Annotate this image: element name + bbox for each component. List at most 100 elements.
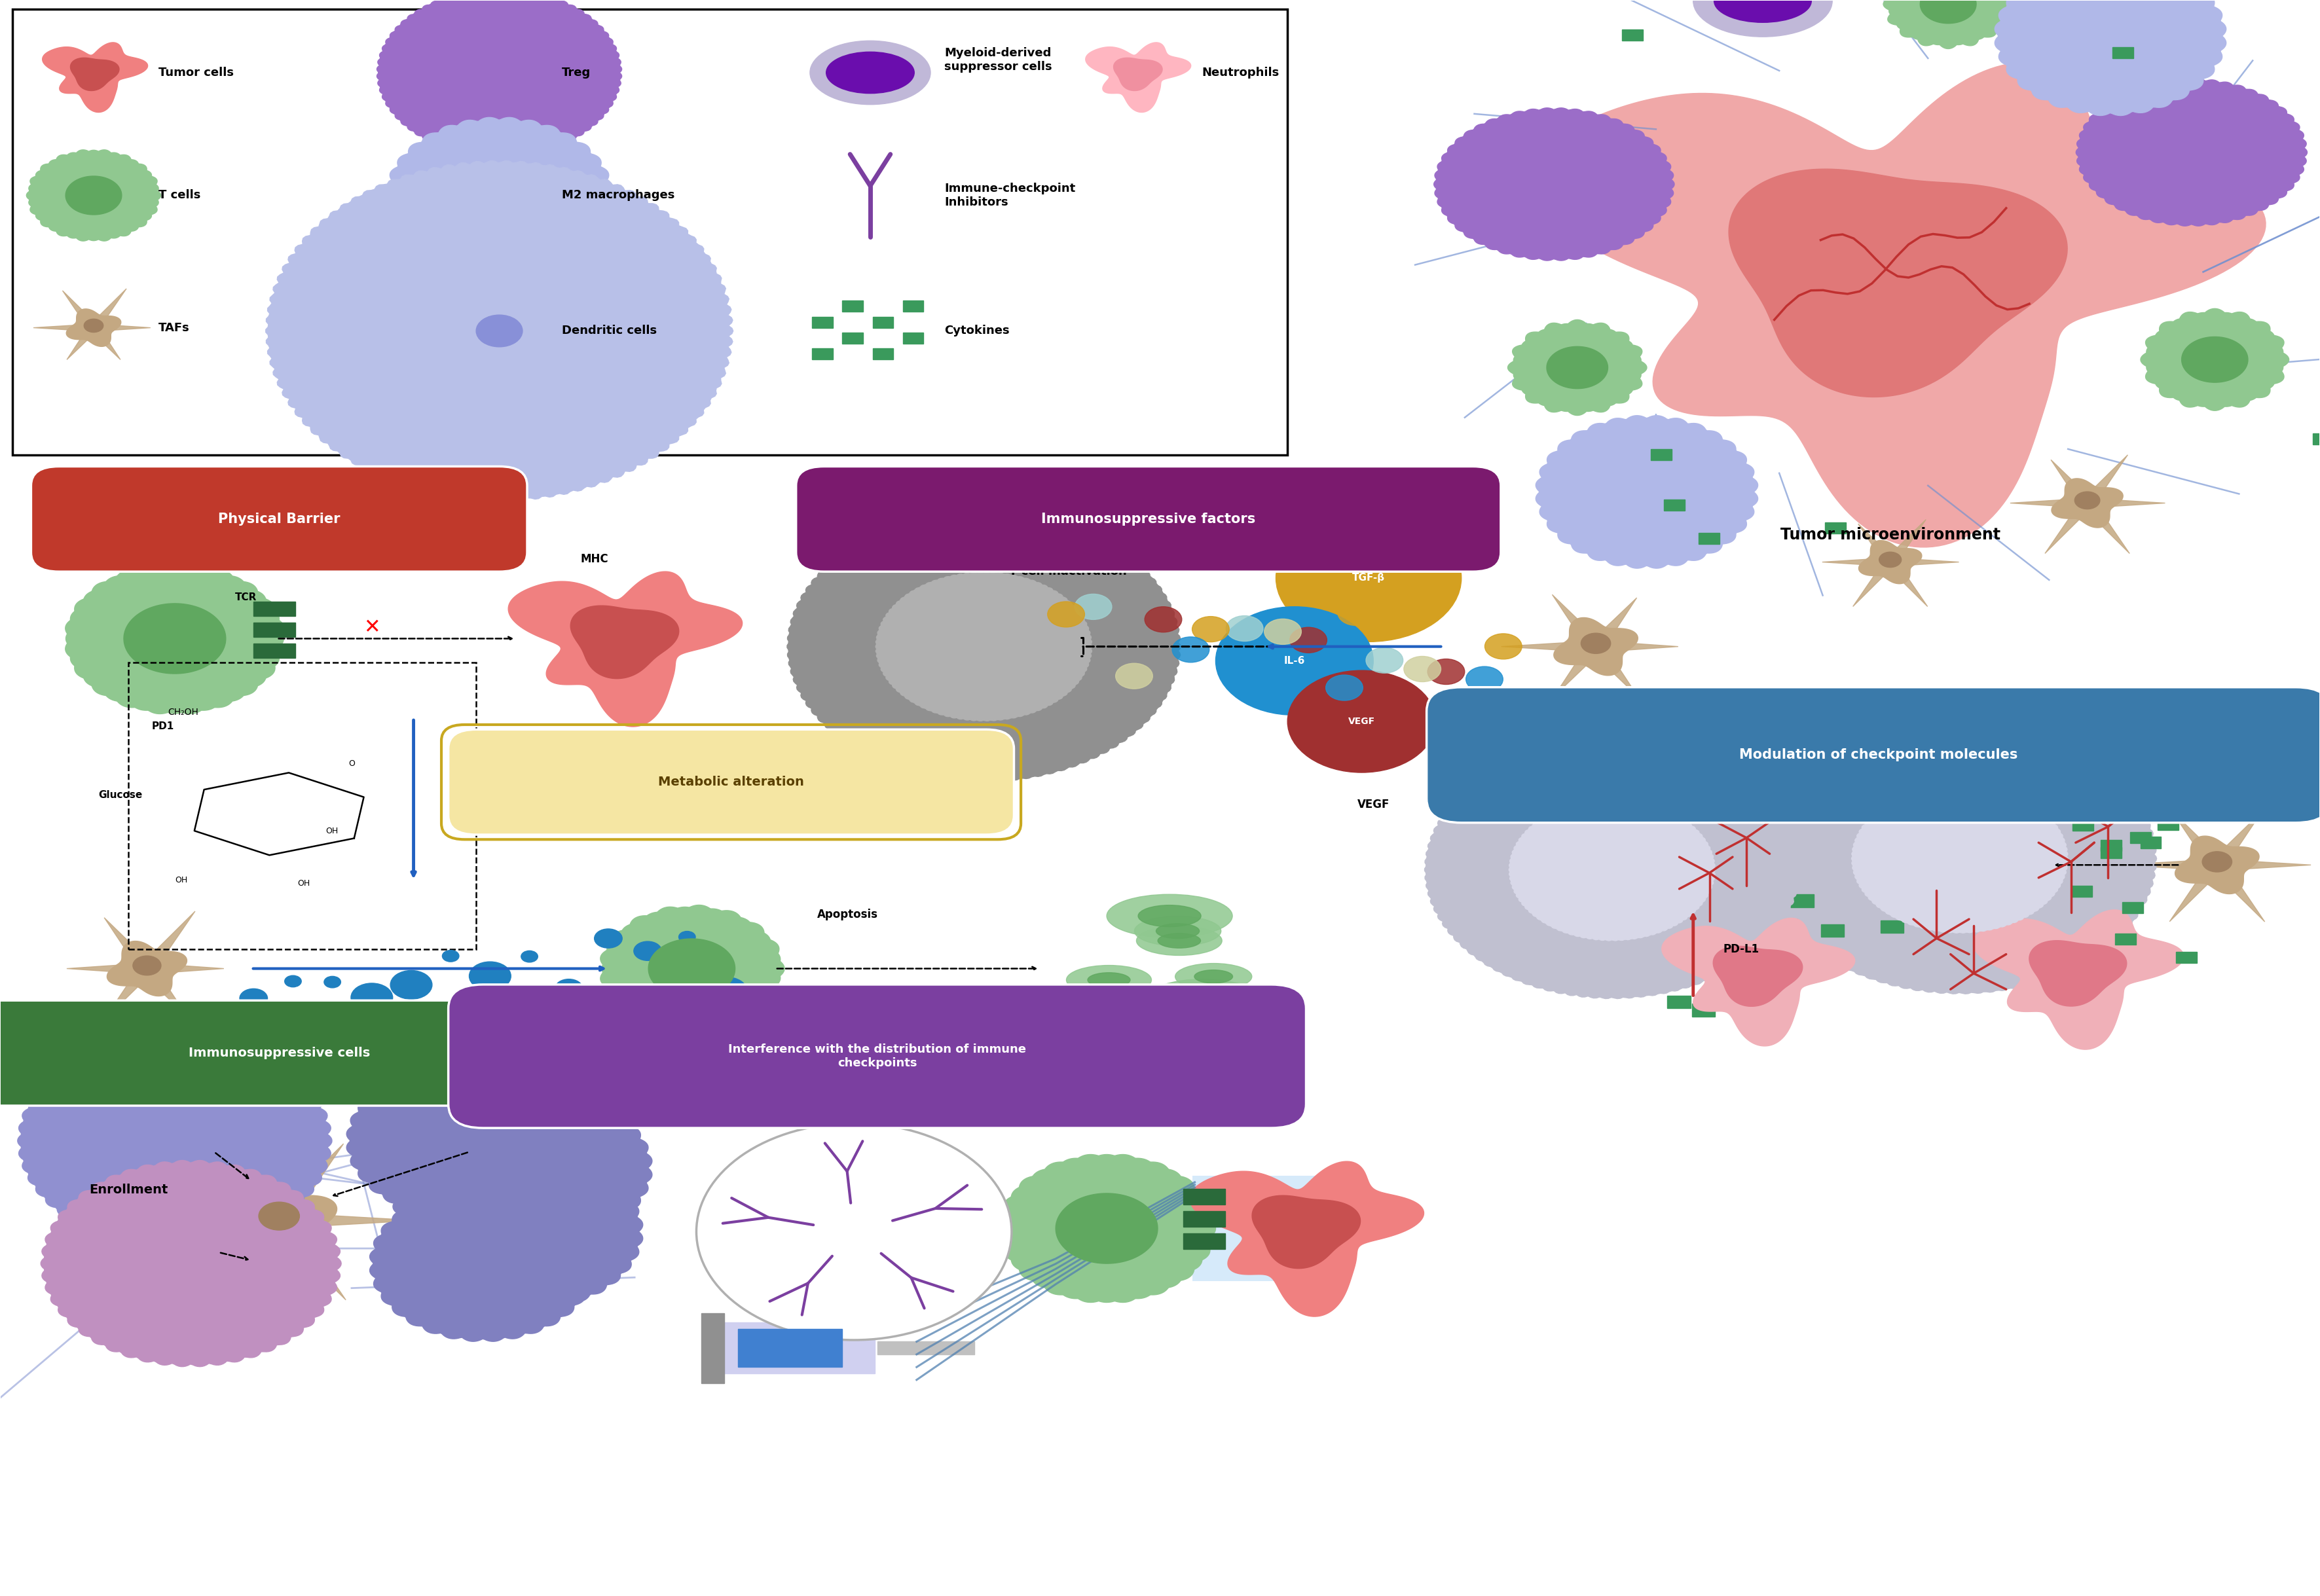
Bar: [1821, 924, 1844, 937]
Circle shape: [1485, 634, 1522, 659]
Bar: [2072, 886, 2093, 897]
Polygon shape: [1434, 109, 1675, 260]
Bar: [1663, 500, 1684, 511]
Text: Neutrophils: Neutrophils: [1202, 67, 1278, 78]
Polygon shape: [67, 310, 121, 346]
Bar: [1708, 913, 1731, 926]
Ellipse shape: [1107, 894, 1232, 937]
Circle shape: [1144, 606, 1181, 632]
Text: Myeloid-derived
suppressor cells: Myeloid-derived suppressor cells: [944, 48, 1053, 72]
Polygon shape: [508, 571, 742, 726]
Polygon shape: [1508, 800, 1714, 940]
Polygon shape: [2141, 308, 2290, 410]
Polygon shape: [88, 326, 121, 359]
Polygon shape: [1534, 62, 2267, 547]
Circle shape: [469, 962, 510, 991]
Polygon shape: [1554, 643, 1603, 696]
Circle shape: [1172, 637, 1209, 662]
Bar: [902, 300, 923, 311]
Polygon shape: [1596, 642, 1677, 653]
FancyBboxPatch shape: [448, 729, 1014, 835]
Circle shape: [696, 1124, 1012, 1341]
Polygon shape: [385, 118, 612, 273]
Polygon shape: [346, 1063, 573, 1219]
Polygon shape: [1851, 784, 2067, 934]
Text: VEGF: VEGF: [1348, 717, 1376, 726]
Text: PD-L1: PD-L1: [603, 729, 636, 739]
Circle shape: [260, 1202, 299, 1231]
Circle shape: [1225, 616, 1262, 642]
Bar: [1640, 935, 1663, 948]
Polygon shape: [1884, 560, 1928, 606]
Ellipse shape: [476, 314, 522, 346]
Ellipse shape: [1139, 905, 1202, 927]
Polygon shape: [1501, 642, 1596, 653]
Polygon shape: [786, 511, 1181, 782]
Polygon shape: [26, 150, 160, 241]
Polygon shape: [269, 1216, 346, 1301]
Text: Tumor microenvironment: Tumor microenvironment: [1779, 527, 2000, 543]
Ellipse shape: [1060, 1002, 1095, 1013]
Circle shape: [554, 978, 582, 998]
Polygon shape: [104, 966, 153, 1020]
Circle shape: [1116, 664, 1153, 689]
Text: PD1: PD1: [151, 721, 174, 731]
Polygon shape: [1086, 43, 1190, 112]
Circle shape: [680, 930, 696, 943]
Circle shape: [443, 950, 459, 962]
Polygon shape: [2081, 501, 2130, 554]
Bar: [1668, 996, 1691, 1009]
Polygon shape: [2051, 479, 2123, 528]
Ellipse shape: [1134, 916, 1220, 946]
Polygon shape: [1821, 557, 1891, 567]
Polygon shape: [1712, 946, 1803, 1007]
Polygon shape: [415, 1154, 643, 1310]
Polygon shape: [32, 324, 93, 332]
Text: T cell inactivation: T cell inactivation: [1009, 565, 1128, 578]
Text: O: O: [348, 760, 355, 768]
Ellipse shape: [1694, 0, 1833, 37]
Polygon shape: [1972, 910, 2183, 1050]
Text: Immunosuppressive cells: Immunosuppressive cells: [188, 1047, 369, 1060]
FancyBboxPatch shape: [12, 10, 1288, 455]
Polygon shape: [42, 43, 148, 112]
Polygon shape: [2076, 78, 2308, 227]
Bar: [2111, 790, 2132, 801]
Bar: [253, 622, 295, 637]
Polygon shape: [647, 938, 735, 999]
Circle shape: [1290, 627, 1327, 653]
Polygon shape: [425, 1090, 652, 1246]
Polygon shape: [1995, 0, 2227, 115]
Polygon shape: [875, 571, 1093, 721]
Polygon shape: [42, 1160, 341, 1366]
Bar: [701, 1314, 724, 1384]
Bar: [1703, 873, 1726, 886]
Circle shape: [1339, 600, 1376, 626]
Ellipse shape: [1155, 924, 1199, 938]
Ellipse shape: [1158, 934, 1199, 948]
Ellipse shape: [1088, 972, 1130, 988]
Polygon shape: [107, 942, 188, 996]
FancyBboxPatch shape: [1427, 688, 2320, 822]
Polygon shape: [123, 603, 225, 674]
Bar: [1629, 940, 1652, 953]
Bar: [2100, 847, 2120, 859]
Polygon shape: [278, 1213, 418, 1229]
Polygon shape: [88, 289, 125, 330]
Circle shape: [239, 990, 267, 1007]
Circle shape: [522, 951, 538, 962]
Ellipse shape: [1195, 970, 1232, 983]
Polygon shape: [1589, 643, 1638, 697]
Polygon shape: [2051, 460, 2093, 506]
Polygon shape: [63, 290, 97, 330]
Ellipse shape: [1137, 1015, 1241, 1050]
Bar: [1659, 934, 1682, 946]
Ellipse shape: [1176, 964, 1253, 990]
Polygon shape: [139, 966, 188, 1017]
Circle shape: [1192, 616, 1230, 642]
Polygon shape: [1508, 319, 1647, 415]
Text: Dendritic cells: Dendritic cells: [561, 326, 657, 337]
Polygon shape: [1114, 57, 1162, 91]
Circle shape: [132, 956, 160, 975]
Polygon shape: [2181, 337, 2248, 383]
